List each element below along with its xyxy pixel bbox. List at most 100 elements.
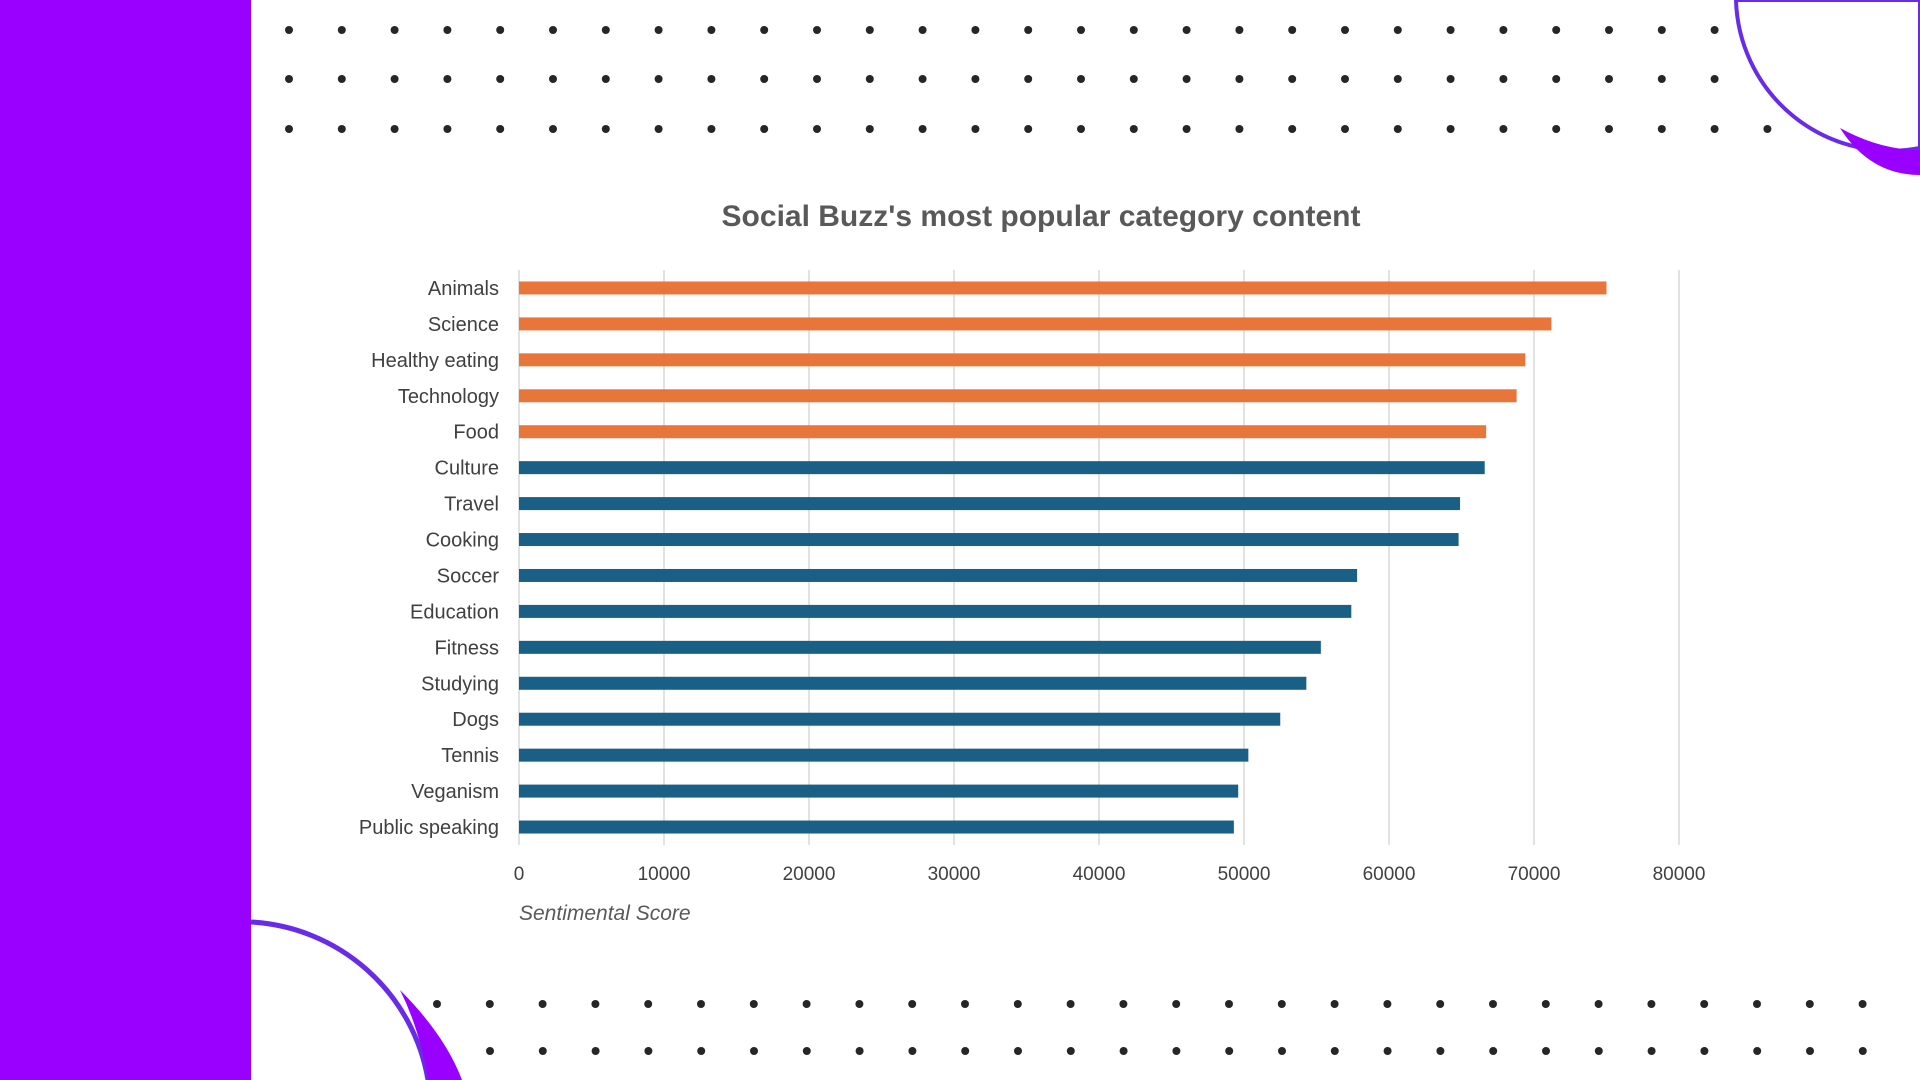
- x-tick-label: 40000: [1073, 864, 1126, 885]
- chart-title: Social Buzz's most popular category cont…: [721, 200, 1361, 233]
- dot: [1288, 75, 1297, 83]
- dot: [390, 75, 399, 83]
- dot: [1341, 125, 1349, 133]
- dot: [1172, 1047, 1181, 1055]
- dot: [1225, 1047, 1234, 1055]
- dot: [1499, 75, 1508, 83]
- dot: [1710, 75, 1719, 83]
- dot: [1278, 1047, 1286, 1055]
- dot: [1542, 1047, 1550, 1055]
- dot: [1182, 125, 1191, 133]
- dot: [1605, 26, 1613, 34]
- dot: [1330, 1000, 1339, 1008]
- dot: [813, 125, 821, 133]
- dot: [1605, 75, 1613, 83]
- category-label: Soccer: [437, 565, 500, 587]
- arc-fill-bottom-left: [400, 990, 462, 1080]
- dot: [1594, 1000, 1603, 1008]
- dot: [855, 1047, 864, 1055]
- dot: [1446, 26, 1455, 34]
- dot: [1066, 1047, 1075, 1055]
- dot: [1858, 1000, 1867, 1008]
- bar-studying: [519, 676, 1307, 690]
- dot: [749, 1000, 758, 1008]
- dot: [1605, 125, 1613, 133]
- dot: [601, 75, 610, 83]
- dot: [644, 1047, 653, 1055]
- dot: [654, 26, 663, 34]
- dot: [485, 1000, 494, 1008]
- dot: [707, 125, 716, 133]
- category-label: Studying: [421, 673, 499, 695]
- dot: [1024, 26, 1033, 34]
- dot: [538, 1000, 547, 1008]
- dot: [443, 75, 452, 83]
- bar-culture: [519, 461, 1485, 475]
- category-label: Travel: [444, 494, 499, 516]
- dot: [697, 1000, 705, 1008]
- dot: [1489, 1000, 1497, 1008]
- dot: [971, 75, 980, 83]
- dot: [538, 1047, 547, 1055]
- dot: [1077, 125, 1085, 133]
- dot: [813, 26, 821, 34]
- dot: [813, 75, 821, 83]
- accent-band: [0, 0, 251, 1080]
- dot: [1172, 1000, 1181, 1008]
- dot: [1489, 1047, 1498, 1055]
- category-label: Veganism: [411, 781, 499, 803]
- dot: [1383, 1000, 1392, 1008]
- dot: [549, 75, 557, 83]
- category-label: Dogs: [452, 709, 499, 731]
- x-tick-label: 60000: [1363, 864, 1416, 885]
- dot: [1129, 125, 1138, 133]
- dot: [961, 1047, 970, 1055]
- dot: [1066, 1000, 1075, 1008]
- bar-dogs: [519, 712, 1281, 726]
- category-label: Science: [428, 314, 499, 336]
- dot: [285, 75, 293, 83]
- dot: [1436, 1047, 1445, 1055]
- dot: [1119, 1000, 1128, 1008]
- dot: [433, 1000, 441, 1008]
- dot: [918, 125, 927, 133]
- dot: [390, 125, 399, 133]
- dot: [1393, 26, 1402, 34]
- bar-education: [519, 604, 1352, 618]
- dot: [697, 1047, 706, 1055]
- dot: [865, 75, 874, 83]
- dot: [1277, 1000, 1286, 1008]
- dot: [486, 1047, 494, 1055]
- bar-cooking: [519, 533, 1459, 547]
- dot: [1700, 1000, 1709, 1008]
- dot: [1657, 125, 1666, 133]
- bar-soccer: [519, 568, 1358, 582]
- x-tick-label: 10000: [638, 864, 691, 885]
- dot: [1647, 1047, 1656, 1055]
- category-label: Food: [453, 422, 499, 444]
- dot: [760, 125, 769, 133]
- dot: [760, 75, 769, 83]
- x-tick-label: 70000: [1508, 864, 1561, 885]
- x-axis-title: Sentimental Score: [519, 902, 691, 925]
- category-label: Fitness: [435, 637, 499, 659]
- dot: [1657, 75, 1666, 83]
- dot: [1077, 75, 1085, 83]
- category-label: Education: [410, 601, 499, 623]
- bar-animals: [519, 281, 1607, 295]
- dot: [855, 1000, 864, 1008]
- dot: [865, 125, 874, 133]
- dot: [1858, 1047, 1867, 1055]
- dot: [918, 26, 927, 34]
- category-label: Healthy eating: [371, 350, 499, 372]
- dot: [601, 125, 610, 133]
- dot: [285, 26, 293, 34]
- dot: [1552, 26, 1561, 34]
- dot: [1552, 75, 1561, 83]
- dot: [496, 26, 505, 34]
- dot: [1330, 1047, 1339, 1055]
- bar-veganism: [519, 784, 1239, 798]
- dot: [1446, 75, 1455, 83]
- bar-technology: [519, 389, 1517, 403]
- dot: [1288, 26, 1297, 34]
